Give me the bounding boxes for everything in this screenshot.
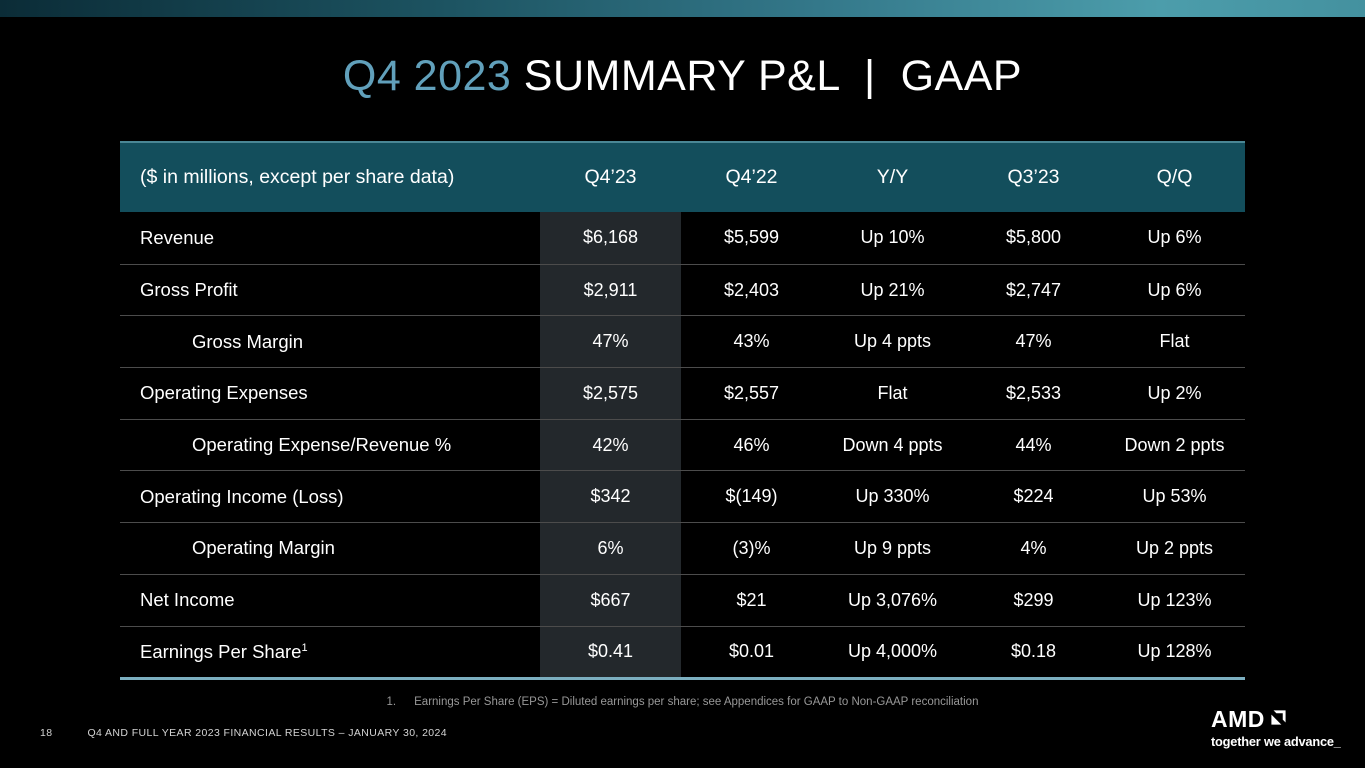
row-label: Gross Profit bbox=[140, 279, 238, 301]
page-number: 18 bbox=[40, 727, 53, 739]
cell-q3-23: 44% bbox=[1015, 434, 1052, 455]
cell-q3-23: 47% bbox=[1015, 331, 1052, 352]
cell-q4-22: $5,599 bbox=[723, 227, 780, 248]
cell-q3-23: $0.18 bbox=[1010, 641, 1057, 662]
cell-yoy: Up 21% bbox=[860, 279, 925, 300]
footnote-number: 1. bbox=[386, 696, 397, 708]
cell-qoq: Up 128% bbox=[1137, 641, 1212, 662]
cell-q4-22: $2,403 bbox=[723, 279, 780, 300]
cell-q4-23: $2,911 bbox=[540, 264, 681, 316]
table-row-revenue: Revenue $6,168 $5,599 Up 10% $5,800 Up 6… bbox=[120, 212, 1245, 264]
cell-qoq: Up 123% bbox=[1137, 589, 1212, 610]
table-body: Revenue $6,168 $5,599 Up 10% $5,800 Up 6… bbox=[120, 212, 1245, 678]
cell-qoq: Flat bbox=[1159, 331, 1190, 352]
slide-title-rest: SUMMARY P&L | GAAP bbox=[511, 52, 1023, 100]
cell-qoq: Up 2 ppts bbox=[1135, 537, 1214, 558]
header-units-label: ($ in millions, except per share data) bbox=[140, 166, 455, 188]
cell-q4-23: $0.41 bbox=[540, 626, 681, 678]
cell-yoy: Up 330% bbox=[855, 486, 930, 507]
amd-brand-block: AMD together we advance_ bbox=[1211, 708, 1341, 750]
cell-q4-22: 46% bbox=[733, 434, 770, 455]
footnote-text: Earnings Per Share (EPS) = Diluted earni… bbox=[414, 696, 979, 708]
table-row-gross-margin: Gross Margin 47% 43% Up 4 ppts 47% Flat bbox=[120, 315, 1245, 368]
cell-q4-22: 43% bbox=[733, 331, 770, 352]
cell-q4-22: $21 bbox=[736, 589, 767, 610]
row-label: Earnings Per Share1 bbox=[120, 641, 540, 663]
table-row-eps: Earnings Per Share1 $0.41 $0.01 Up 4,000… bbox=[120, 625, 1245, 678]
row-label: Operating Expense/Revenue % bbox=[192, 434, 452, 456]
cell-yoy: Flat bbox=[877, 382, 908, 403]
cell-q4-23: $667 bbox=[540, 574, 681, 626]
cell-q3-23: $2,747 bbox=[1005, 279, 1062, 300]
cell-qoq: Up 53% bbox=[1142, 486, 1207, 507]
cell-q3-23: $299 bbox=[1013, 589, 1054, 610]
cell-q4-23: $6,168 bbox=[540, 212, 681, 264]
eps-label-text: Earnings Per Share bbox=[140, 640, 302, 662]
cell-q3-23: 4% bbox=[1020, 537, 1047, 558]
amd-logo-text: AMD bbox=[1211, 706, 1265, 732]
pnl-table: ($ in millions, except per share data) Q… bbox=[120, 141, 1245, 681]
footnote-marker: 1 bbox=[301, 641, 308, 654]
header-q3-23: Q3’23 bbox=[1007, 166, 1060, 188]
amd-tagline: together we advance_ bbox=[1211, 734, 1341, 749]
amd-logo: AMD bbox=[1211, 708, 1341, 731]
cell-qoq: Up 6% bbox=[1147, 279, 1202, 300]
cell-q3-23: $224 bbox=[1013, 486, 1054, 507]
cell-q4-22: $(149) bbox=[725, 486, 778, 507]
cell-qoq: Down 2 ppts bbox=[1124, 434, 1225, 455]
header-q4-23: Q4’23 bbox=[584, 166, 637, 188]
table-row-gross-profit: Gross Profit $2,911 $2,403 Up 21% $2,747… bbox=[120, 263, 1245, 316]
cell-q4-23: $2,575 bbox=[540, 368, 681, 419]
cell-q4-23: $342 bbox=[540, 471, 681, 523]
row-label: Revenue bbox=[140, 226, 215, 248]
slide-title-quarter: Q4 2023 bbox=[342, 52, 512, 100]
cell-q4-22: (3)% bbox=[732, 537, 771, 558]
cell-yoy: Up 4 ppts bbox=[853, 331, 932, 352]
table-row-operating-income: Operating Income (Loss) $342 $(149) Up 3… bbox=[120, 470, 1245, 523]
amd-arrow-icon bbox=[1270, 709, 1287, 731]
table-row-net-income: Net Income $667 $21 Up 3,076% $299 Up 12… bbox=[120, 573, 1245, 626]
footer-text: Q4 AND FULL YEAR 2023 FINANCIAL RESULTS … bbox=[87, 727, 448, 739]
cell-q3-23: $2,533 bbox=[1005, 382, 1062, 403]
top-gradient-bar bbox=[0, 0, 1365, 17]
cell-q4-22: $2,557 bbox=[723, 382, 780, 403]
cell-yoy: Up 10% bbox=[860, 227, 925, 248]
cell-q3-23: $5,800 bbox=[1005, 227, 1062, 248]
footnote: 1. Earnings Per Share (EPS) = Diluted ear… bbox=[0, 696, 1365, 708]
cell-q4-22: $0.01 bbox=[728, 641, 775, 662]
cell-q4-23: 42% bbox=[540, 419, 681, 471]
header-q4-22: Q4’22 bbox=[725, 166, 778, 188]
header-qoq: Q/Q bbox=[1156, 166, 1193, 188]
slide-title: Q4 2023 SUMMARY P&L | GAAP bbox=[0, 52, 1365, 101]
header-yoy: Y/Y bbox=[876, 166, 909, 188]
table-row-operating-margin: Operating Margin 6% (3)% Up 9 ppts 4% Up… bbox=[120, 522, 1245, 574]
row-label: Operating Margin bbox=[192, 537, 335, 559]
row-label: Operating Income (Loss) bbox=[140, 485, 344, 507]
cell-yoy: Up 3,076% bbox=[847, 589, 938, 610]
cell-q4-23: 6% bbox=[540, 523, 681, 574]
table-row-operating-expenses: Operating Expenses $2,575 $2,557 Flat $2… bbox=[120, 367, 1245, 419]
row-label: Operating Expenses bbox=[140, 382, 308, 404]
slide-footer: 18 Q4 AND FULL YEAR 2023 FINANCIAL RESUL… bbox=[40, 727, 447, 739]
cell-yoy: Up 9 ppts bbox=[853, 537, 932, 558]
table-row-opex-revenue-pct: Operating Expense/Revenue % 42% 46% Down… bbox=[120, 418, 1245, 471]
cell-qoq: Up 2% bbox=[1147, 382, 1202, 403]
cell-yoy: Down 4 ppts bbox=[842, 434, 943, 455]
row-label: Gross Margin bbox=[192, 330, 304, 352]
row-label: Net Income bbox=[140, 589, 235, 611]
cell-yoy: Up 4,000% bbox=[847, 641, 938, 662]
cell-q4-23: 47% bbox=[540, 316, 681, 368]
cell-qoq: Up 6% bbox=[1147, 227, 1202, 248]
table-header-row: ($ in millions, except per share data) Q… bbox=[120, 143, 1245, 212]
